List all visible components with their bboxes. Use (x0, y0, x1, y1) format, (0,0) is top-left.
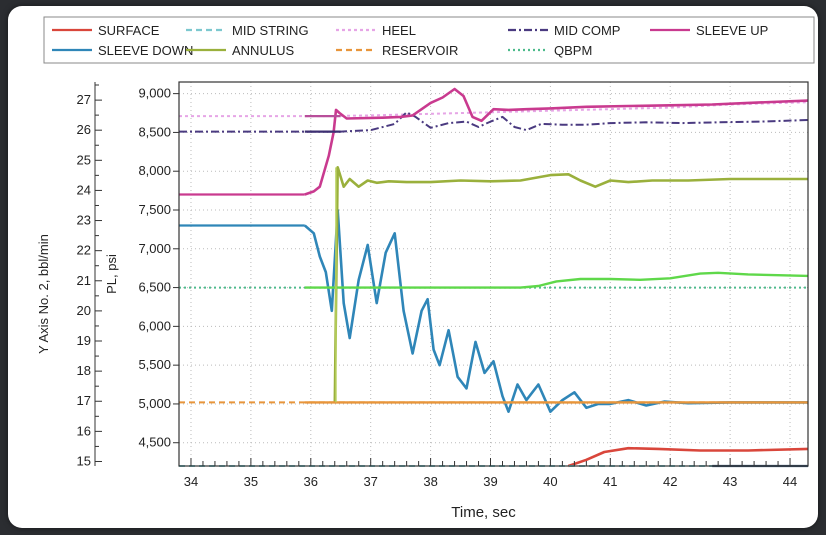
y2-tick-label: 19 (77, 333, 91, 348)
legend-label: MID COMP (554, 23, 620, 38)
legend: SURFACE MID STRING HEEL MID COMP SLEEVE UP SL… (43, 16, 815, 64)
legend-label: SURFACE (98, 23, 160, 38)
series-layer (179, 87, 809, 468)
x-tick-label: 41 (603, 474, 617, 489)
y-tick-label: 6,000 (138, 318, 171, 333)
x-tick-label: 43 (723, 474, 737, 489)
x-tick-label: 40 (543, 474, 557, 489)
y2-tick-label: 18 (77, 363, 91, 378)
x-tick-label: 38 (423, 474, 437, 489)
x-tick-label: 42 (663, 474, 677, 489)
y2-tick-label: 26 (77, 122, 91, 137)
y-tick-label: 8,500 (138, 124, 171, 139)
series-sleeve-up (304, 87, 809, 196)
legend-label: RESERVOIR (382, 43, 458, 58)
legend-label: QBPM (554, 43, 592, 58)
series-surface (567, 446, 809, 468)
y-tick-label: 5,000 (138, 396, 171, 411)
x-tick-label: 39 (483, 474, 497, 489)
x-tick-label: 44 (783, 474, 797, 489)
y2-axis-title: Y Axis No. 2, bbl/min (36, 234, 51, 354)
y2-tick-label: 20 (77, 303, 91, 318)
y2-tick-label: 21 (77, 273, 91, 288)
chart-window: SURFACE MID STRING HEEL MID COMP SLEEVE UP SL… (8, 6, 818, 528)
y2-tick-label: 23 (77, 213, 91, 228)
x-tick-label: 36 (304, 474, 318, 489)
x-tick-label: 34 (184, 474, 198, 489)
y-tick-label: 9,000 (138, 86, 171, 101)
y2-tick-label: 24 (77, 182, 91, 197)
legend-label: SLEEVE UP (696, 23, 768, 38)
y-tick-label: 6,500 (138, 280, 171, 295)
y2-tick-label: 16 (77, 423, 91, 438)
y-tick-label: 4,500 (138, 435, 171, 450)
y2-tick-label: 15 (77, 453, 91, 468)
series-mid-comp (179, 111, 809, 133)
y2-tick-label: 17 (77, 393, 91, 408)
y2-tick-label: 27 (77, 92, 91, 107)
legend-label: ANNULUS (232, 43, 294, 58)
y-axis-title: PL, psi (104, 254, 119, 294)
axes: 34 35 36 37 38 39 40 41 42 43 44 4,500 5,000 5,500 6,0… (77, 81, 809, 489)
y-tick-label: 7,000 (138, 241, 171, 256)
y2-tick-label: 22 (77, 243, 91, 258)
y2-tick-label: 25 (77, 152, 91, 167)
legend-label: SLEEVE DOWN (98, 43, 193, 58)
y-tick-label: 7,500 (138, 202, 171, 217)
series-qbpm-solid (304, 271, 809, 289)
series-sleeve-down (303, 208, 808, 413)
series-annulus (333, 166, 808, 403)
legend-label: HEEL (382, 23, 416, 38)
y-tick-label: 5,500 (138, 357, 171, 372)
pressure-chart: SURFACE MID STRING HEEL MID COMP SLEEVE UP SL… (36, 16, 815, 521)
plot-border (178, 81, 809, 467)
x-tick-label: 35 (244, 474, 258, 489)
y-tick-label: 8,000 (138, 163, 171, 178)
legend-label: MID STRING (232, 23, 309, 38)
legend-box (43, 16, 815, 64)
x-axis-title: Time, sec (451, 504, 516, 521)
x-tick-label: 37 (363, 474, 377, 489)
